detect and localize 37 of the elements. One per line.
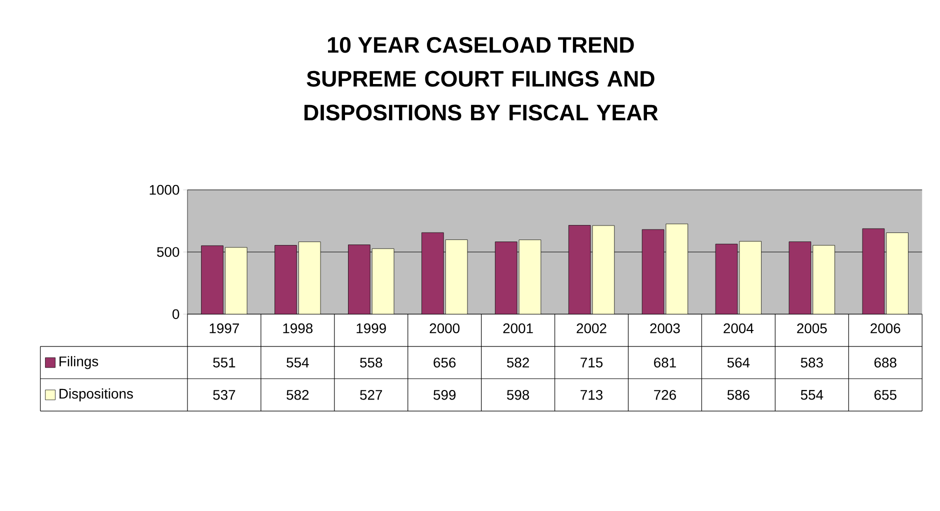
data-label: 715 — [580, 358, 603, 368]
x-tick-label: 2004 — [724, 323, 754, 334]
x-tick-label: 1999 — [356, 323, 386, 334]
data-label: 582 — [286, 390, 309, 400]
data-label: 599 — [434, 390, 456, 400]
x-tick-label: 1997 — [210, 323, 239, 334]
legend-label: Filings — [60, 356, 98, 370]
x-tick-label: 2006 — [870, 323, 900, 334]
x-tick-label: 1998 — [283, 323, 313, 334]
data-label: 681 — [654, 358, 676, 368]
x-tick-label: 2005 — [797, 323, 827, 334]
y-tick-label: 1000 — [150, 184, 180, 195]
data-label: 582 — [507, 358, 529, 368]
x-tick-label: 2002 — [576, 323, 606, 334]
data-label: 537 — [213, 390, 236, 400]
data-label: 583 — [800, 358, 823, 368]
legend-label: Dispositions — [60, 388, 133, 402]
data-label: 598 — [507, 390, 530, 400]
data-label: 713 — [580, 390, 603, 400]
data-label: 558 — [360, 358, 382, 368]
y-tick-label: 500 — [157, 247, 180, 257]
data-label: 726 — [654, 390, 676, 400]
x-tick-label: 2000 — [430, 323, 460, 334]
data-label: 564 — [727, 358, 750, 368]
data-label: 586 — [727, 390, 750, 400]
data-label: 655 — [874, 390, 896, 400]
y-tick-label: 0 — [172, 309, 180, 320]
data-label: 554 — [800, 390, 824, 400]
x-tick-label: 2003 — [650, 323, 680, 334]
x-tick-label: 2001 — [503, 323, 533, 334]
data-label: 656 — [434, 358, 456, 368]
chart-title: 10 YEAR CASELOAD TREND — [328, 37, 634, 53]
data-label: 554 — [286, 358, 309, 368]
data-label: 527 — [360, 390, 382, 400]
data-label: 551 — [213, 358, 236, 368]
chart-subtitle: SUPREME COURT FILINGS AND DISPOSITIONS BY FISCAL YEAR — [304, 70, 658, 121]
data-label: 688 — [874, 358, 896, 368]
